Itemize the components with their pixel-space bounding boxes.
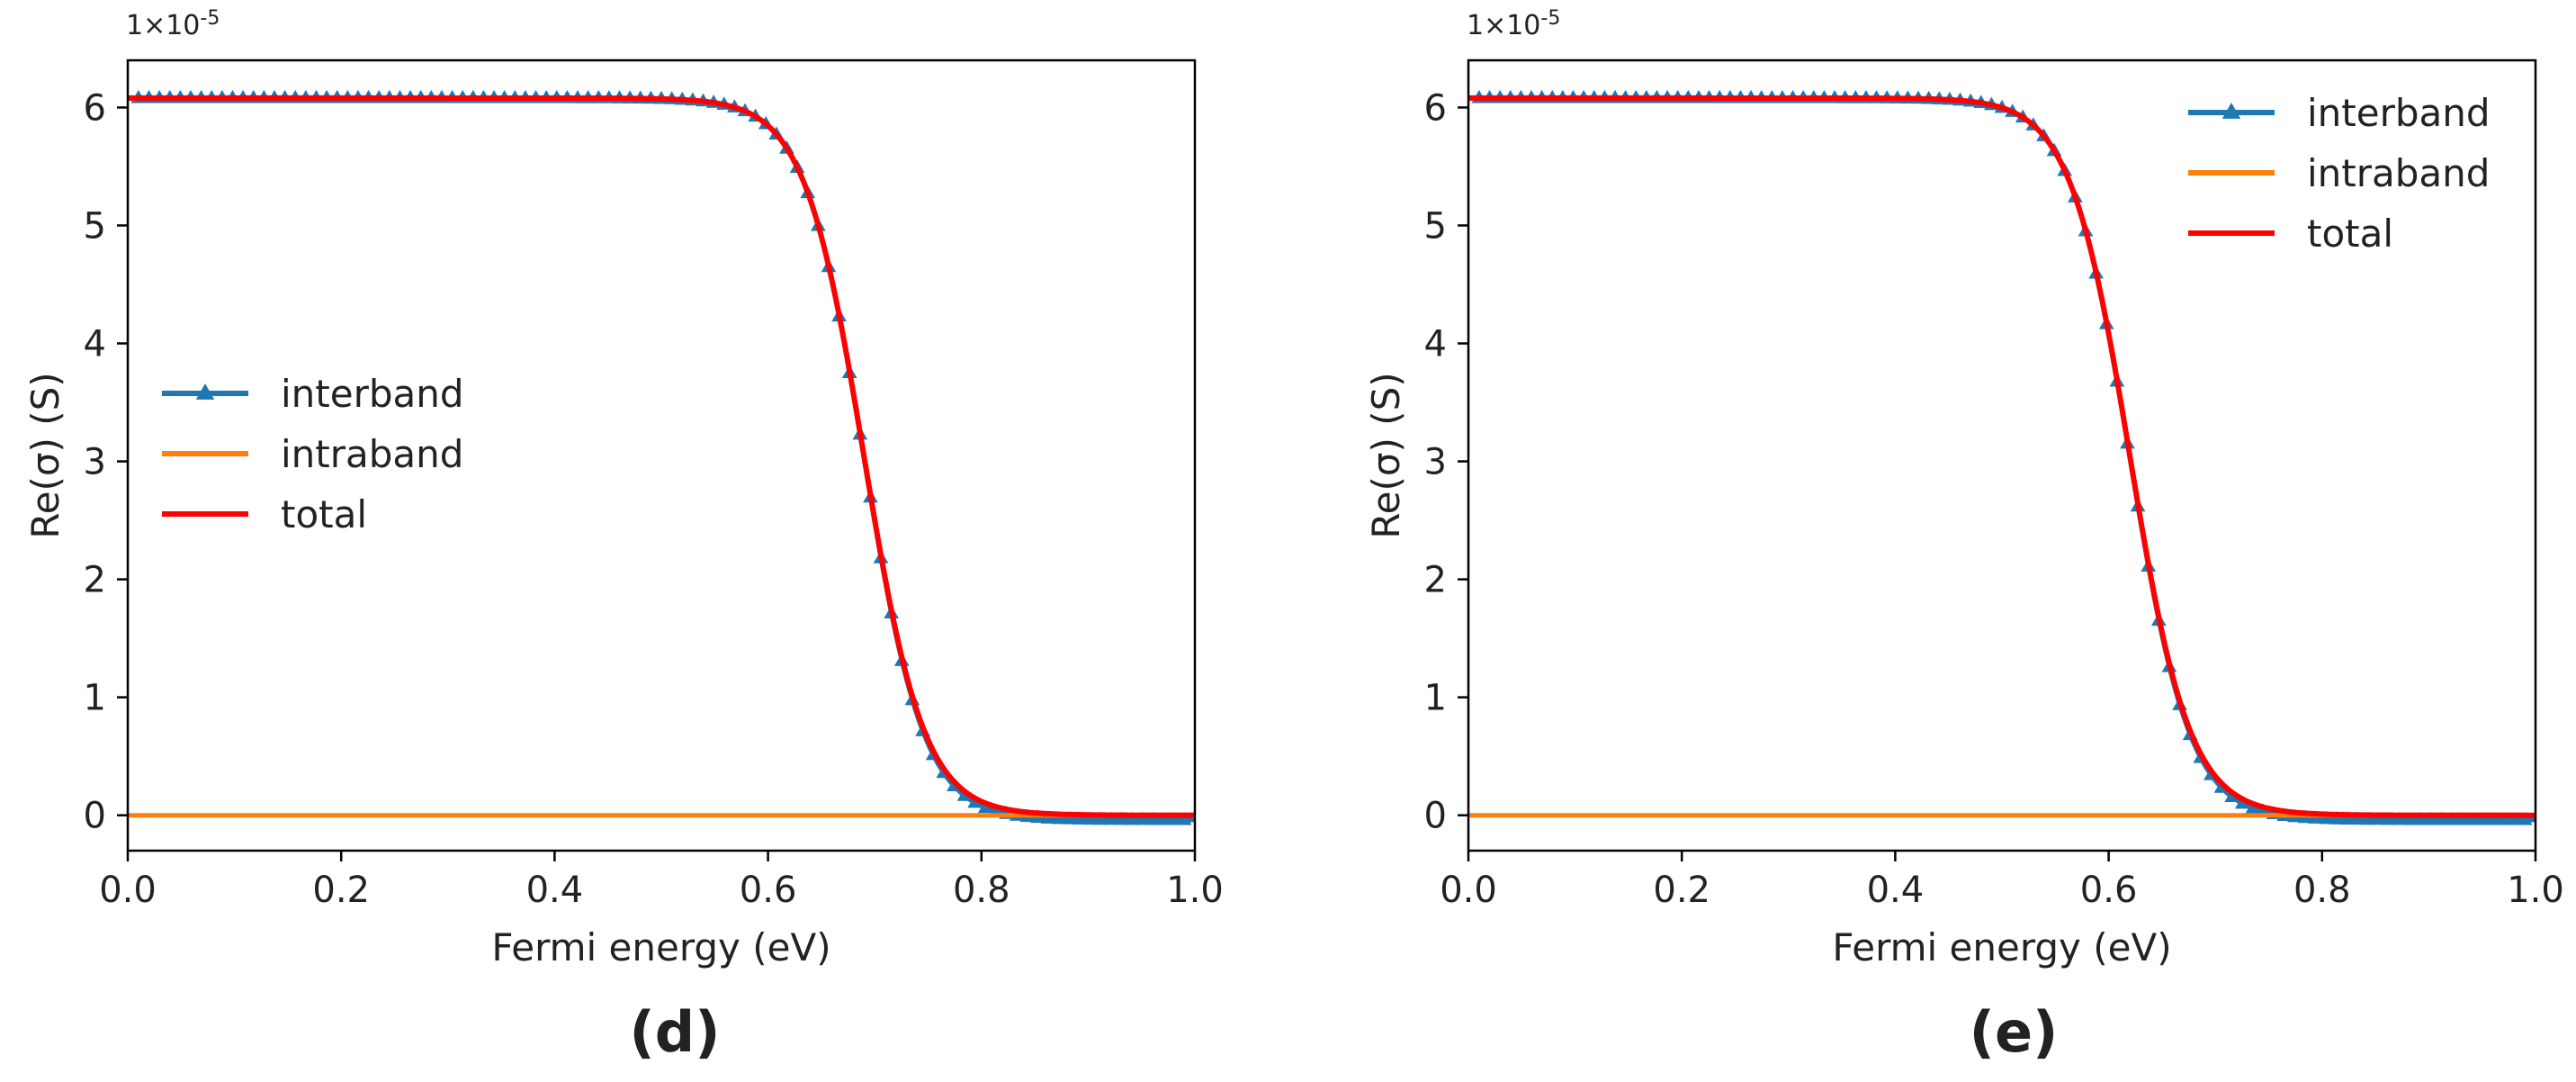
data-point-interband: [2371, 811, 2386, 825]
axes-frame: [1467, 59, 2537, 852]
y-tick-label: 1: [1424, 678, 1447, 719]
x-tick-label: 0.6: [2080, 870, 2138, 911]
y-tick-label: 4: [84, 324, 106, 365]
data-point-interband: [2245, 800, 2261, 814]
legend-label-interband: interband: [281, 372, 464, 416]
x-tick-label: 1.0: [1166, 870, 1224, 911]
y-tick-label: 3: [1424, 442, 1447, 483]
x-tick-label: 0.0: [1440, 870, 1497, 911]
x-tick-label: 0.8: [2293, 870, 2351, 911]
series-total: [1468, 95, 2536, 818]
data-point-interband: [2329, 811, 2345, 825]
data-point-interband: [2423, 811, 2438, 825]
data-point-interband: [1092, 811, 1108, 825]
data-point-interband: [2433, 811, 2449, 825]
legend-marker-interband: [2221, 103, 2241, 119]
plot-area: [128, 89, 1195, 825]
x-tick-label: 0.2: [1653, 870, 1710, 911]
data-point-interband: [977, 799, 993, 813]
data-point-interband: [2234, 795, 2250, 809]
y-tick-label: 6: [84, 87, 106, 129]
panel-caption: (d): [629, 999, 720, 1065]
legend: interband intraband total: [2188, 91, 2491, 256]
data-point-interband: [1135, 811, 1151, 825]
data-point-interband: [1082, 811, 1098, 825]
y-tick-label: 5: [1424, 205, 1447, 247]
x-tick-label: 0.0: [99, 870, 157, 911]
x-axis-label: Fermi energy (eV): [1832, 925, 2171, 969]
x-tick-label: 0.2: [312, 870, 370, 911]
y-tick-label: 6: [1424, 87, 1447, 129]
legend: interband intraband total: [162, 372, 464, 536]
data-point-interband: [1166, 811, 1181, 825]
data-point-interband: [2392, 811, 2408, 825]
data-point-interband: [2507, 811, 2522, 825]
x-tick-label: 0.6: [740, 870, 797, 911]
panel-caption: (e): [1970, 999, 2059, 1065]
legend-label-total: total: [281, 492, 367, 536]
data-point-interband: [1061, 811, 1077, 825]
y-tick-label: 1: [84, 678, 106, 719]
series-line-interband: [1468, 95, 2536, 823]
chart-panel-d: 0.0 0.2 0.4 0.6 0.8 1.0 0 1 2 3 4 5 6 1×10-5 Fermi ene…: [23, 7, 1224, 1065]
y-tick-label: 4: [1424, 324, 1447, 365]
data-point-interband: [1124, 811, 1140, 825]
data-point-interband: [1176, 811, 1192, 825]
legend-label-intraband: intraband: [281, 432, 463, 476]
series-line-total: [128, 95, 1195, 818]
y-tick-label: 0: [1424, 796, 1447, 837]
data-point-interband: [2475, 811, 2491, 825]
y-tick-label: 5: [84, 205, 106, 247]
y-tick-label: 2: [1424, 560, 1447, 601]
y-axis-label: Re(σ) (S): [1364, 372, 1408, 538]
data-point-interband: [2349, 811, 2365, 825]
y-tick-label: 0: [84, 796, 106, 837]
series-line-total: [1468, 95, 2536, 818]
x-tick-label: 0.4: [526, 870, 584, 911]
axes-frame: [126, 59, 1197, 852]
data-point-interband: [1144, 811, 1161, 825]
x-tick-label: 0.8: [953, 870, 1010, 911]
data-point-interband: [2381, 811, 2397, 825]
legend-label-total: total: [2307, 212, 2393, 256]
y-tick-label: 3: [84, 442, 106, 483]
data-point-interband: [1072, 811, 1088, 825]
data-point-interband: [2455, 811, 2470, 825]
data-point-interband: [2496, 811, 2512, 825]
series-total: [128, 95, 1195, 818]
plot-area: [1468, 89, 2536, 825]
y-axis-label: Re(σ) (S): [23, 372, 67, 538]
data-point-interband: [2412, 811, 2428, 825]
x-tick-label: 0.4: [1867, 870, 1925, 911]
data-point-interband: [2485, 811, 2501, 825]
series-interband: [1468, 89, 2536, 825]
x-tick-label: 1.0: [2507, 870, 2564, 911]
data-point-interband: [1103, 811, 1119, 825]
data-point-interband: [2517, 811, 2533, 825]
y-scale-label: 1×10-5: [126, 7, 220, 41]
data-point-interband: [1155, 811, 1171, 825]
data-point-interband: [2339, 811, 2355, 825]
legend-label-intraband: intraband: [2307, 151, 2490, 195]
y-scale-label: 1×10-5: [1467, 7, 1560, 41]
legend-marker-interband: [195, 383, 215, 400]
data-point-interband: [2401, 811, 2418, 825]
x-axis-label: Fermi energy (eV): [491, 925, 830, 969]
data-point-interband: [2360, 811, 2376, 825]
data-point-interband: [2444, 811, 2460, 825]
legend-label-interband: interband: [2307, 91, 2491, 135]
data-point-interband: [1114, 811, 1129, 825]
y-tick-label: 2: [84, 560, 106, 601]
data-point-interband: [2464, 811, 2481, 825]
chart-panel-e: 0.0 0.2 0.4 0.6 0.8 1.0 0 1 2 3 4 5 6 1×10-5 Fermi ene…: [1364, 7, 2564, 1065]
